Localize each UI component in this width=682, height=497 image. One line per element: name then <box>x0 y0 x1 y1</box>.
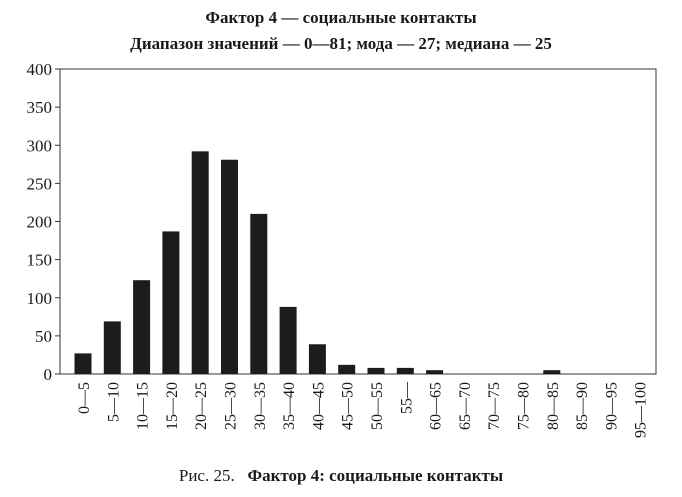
caption-prefix: Рис. 25. <box>178 466 235 485</box>
y-tick-label: 50 <box>35 327 52 346</box>
x-tick-label: 15—20 <box>164 382 181 430</box>
y-tick-label: 400 <box>27 60 53 79</box>
x-tick-label: 90—95 <box>603 382 620 430</box>
x-tick-label: 60—65 <box>428 382 445 430</box>
y-tick-label: 100 <box>27 289 53 308</box>
bar <box>396 367 414 374</box>
x-axis-labels: 0—5 5—10 10—15 15—20 20—25 25—30 30—35 35—40 40—… <box>76 381 650 438</box>
x-tick-label: 20—25 <box>193 382 210 430</box>
y-tick-label: 150 <box>27 251 53 270</box>
x-tick-label: 70—75 <box>486 382 503 430</box>
y-tick-label: 250 <box>27 174 53 193</box>
bar <box>103 321 121 374</box>
caption-text: Фактор 4: социальные контакты <box>247 466 504 485</box>
bar <box>162 231 180 374</box>
figure-caption: Рис. 25. Фактор 4: социальные контакты <box>0 466 682 486</box>
x-tick-label: 25—30 <box>223 382 240 430</box>
bar <box>191 151 209 374</box>
x-tick-label: 85—90 <box>574 382 591 430</box>
x-tick-label: 35—40 <box>281 382 298 430</box>
chart-subtitle: Диапазон значений — 0—81; мода — 27; мед… <box>130 34 552 53</box>
x-tick-label: 0—5 <box>76 382 93 414</box>
x-tick-label: 55— <box>398 381 415 414</box>
bar <box>367 367 385 374</box>
x-tick-label: 75—80 <box>516 382 533 430</box>
bars <box>74 151 561 374</box>
x-tick-label: 5—10 <box>105 382 122 422</box>
bar <box>338 364 356 374</box>
bar <box>74 353 92 374</box>
bar <box>250 213 268 374</box>
x-tick-label: 80—85 <box>545 382 562 430</box>
y-axis: 0 50 100 150 200 250 300 350 400 <box>27 60 60 384</box>
bar <box>133 280 151 374</box>
x-tick-label: 65—70 <box>457 382 474 430</box>
x-tick-label: 95—100 <box>633 382 650 438</box>
bar <box>426 370 444 374</box>
x-tick-label: 50—55 <box>369 382 386 430</box>
x-tick-label: 10—15 <box>135 382 152 430</box>
x-tick-label: 45—50 <box>340 382 357 430</box>
chart-title: Фактор 4 — социальные контакты <box>205 8 477 27</box>
x-tick-label: 40—45 <box>310 382 327 430</box>
y-tick-label: 200 <box>27 213 53 232</box>
x-tick-label: 30—35 <box>252 382 269 430</box>
y-tick-label: 300 <box>27 136 53 155</box>
y-tick-label: 350 <box>27 98 53 117</box>
bar <box>221 159 238 374</box>
bar <box>308 344 326 374</box>
y-tick-label: 0 <box>44 365 53 384</box>
bar <box>543 370 561 374</box>
bar <box>279 306 297 374</box>
